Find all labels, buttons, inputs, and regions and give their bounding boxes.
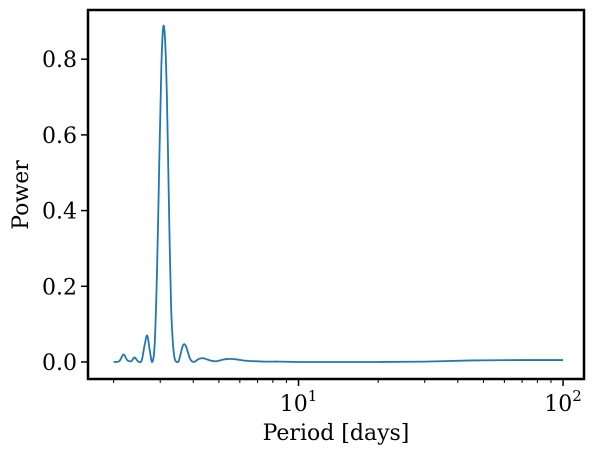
x-tick-label: 101 [280,387,318,417]
power-series-line-0 [113,24,564,364]
x-axis-label: Period [days] [263,421,410,446]
plot-frame [86,8,586,381]
y-tick-label: 0.4 [42,200,77,225]
y-tick-label: 0.8 [42,48,77,73]
y-tick-label: 0.6 [42,124,77,149]
plot-layer [113,24,564,364]
y-tick-label: 0.2 [42,275,77,300]
y-tick-label: 0.0 [42,351,77,376]
y-axis-label: Power [9,160,34,230]
ticks-layer: 0.0 0.2 0.4 0.6 0.8 101 102 [42,48,582,417]
x-tick-label: 102 [544,387,582,417]
